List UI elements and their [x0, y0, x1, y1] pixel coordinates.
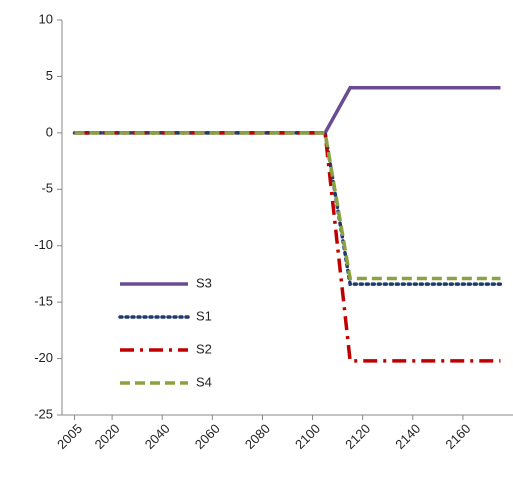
legend-label: S2: [196, 341, 212, 356]
y-tick-label: -5: [41, 181, 53, 196]
x-tick-label: 2020: [92, 421, 123, 452]
legend-label: S3: [196, 275, 212, 290]
series-line: [74, 131, 501, 281]
series-line: [72, 131, 503, 286]
series-line: [74, 85, 501, 135]
x-tick-label: 2100: [292, 421, 323, 452]
x-tick-label: 2080: [242, 421, 273, 452]
x-tick-label: 2140: [392, 421, 423, 452]
y-tick-label: 0: [46, 124, 53, 139]
y-tick-label: -10: [34, 237, 53, 252]
x-tick-label: 2060: [192, 421, 223, 452]
y-tick-label: 5: [46, 68, 53, 83]
x-tick-label: 2160: [442, 421, 473, 452]
y-tick-label: -20: [34, 350, 53, 365]
x-tick-label: 2005: [54, 421, 85, 452]
y-tick-label: 10: [39, 11, 53, 26]
series-line: [74, 131, 501, 363]
legend-label: S1: [196, 308, 212, 323]
x-tick-label: 2040: [142, 421, 173, 452]
y-tick-label: -25: [34, 406, 53, 421]
y-tick-label: -15: [34, 294, 53, 309]
x-tick-label: 2120: [342, 421, 373, 452]
legend-label: S4: [196, 374, 212, 389]
